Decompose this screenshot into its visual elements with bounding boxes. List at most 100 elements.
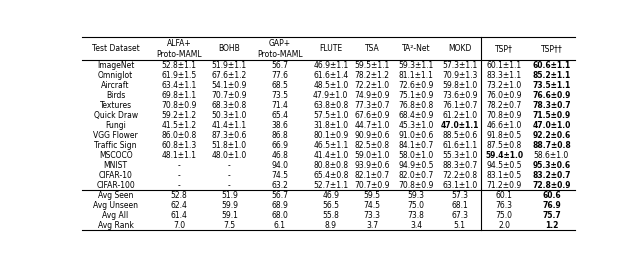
Text: 3.4: 3.4 [410,221,422,230]
Text: 58.6±1.0: 58.6±1.0 [534,151,569,160]
Text: MSCOCO: MSCOCO [99,151,132,160]
Text: Avg Seen: Avg Seen [98,191,133,200]
Text: 3.7: 3.7 [366,221,378,230]
Text: 52.8±1.1: 52.8±1.1 [161,61,196,70]
Text: 83.3±1.1: 83.3±1.1 [486,71,522,80]
Text: 71.2±0.9: 71.2±0.9 [486,181,522,190]
Text: 78.2±1.2: 78.2±1.2 [355,71,390,80]
Text: 63.2: 63.2 [271,181,288,190]
Text: 54.1±0.9: 54.1±0.9 [212,81,247,90]
Text: 75.7: 75.7 [542,211,561,220]
Text: 73.3: 73.3 [364,211,381,220]
Text: 56.7: 56.7 [271,61,288,70]
Text: 41.5±1.2: 41.5±1.2 [161,121,196,130]
Text: GAP+
Proto-MAML: GAP+ Proto-MAML [257,39,303,59]
Text: 62.4: 62.4 [170,201,188,210]
Text: TA²-Net: TA²-Net [402,44,430,54]
Text: Aircraft: Aircraft [101,81,130,90]
Text: 87.3±0.6: 87.3±0.6 [212,131,247,140]
Text: 72.2±0.8: 72.2±0.8 [442,171,477,180]
Text: CIFAR-10: CIFAR-10 [99,171,132,180]
Text: 80.8±0.8: 80.8±0.8 [313,161,348,170]
Text: -: - [228,181,231,190]
Text: 67.6±0.9: 67.6±0.9 [355,111,390,120]
Text: BOHB: BOHB [218,44,240,54]
Text: 86.0±0.8: 86.0±0.8 [161,131,196,140]
Text: 68.0: 68.0 [271,211,288,220]
Text: 59.5: 59.5 [364,191,381,200]
Text: 67.3: 67.3 [451,211,468,220]
Text: 41.4±1.0: 41.4±1.0 [313,151,348,160]
Text: 45.3±1.0: 45.3±1.0 [398,121,434,130]
Text: 74.5: 74.5 [271,171,288,180]
Text: 2.0: 2.0 [498,221,510,230]
Text: 41.4±1.1: 41.4±1.1 [212,121,247,130]
Text: 68.9: 68.9 [271,201,288,210]
Text: 31.8±1.0: 31.8±1.0 [313,121,348,130]
Text: -: - [177,171,180,180]
Text: 75.0: 75.0 [408,201,424,210]
Text: VGG Flower: VGG Flower [93,131,138,140]
Text: 74.5: 74.5 [364,201,381,210]
Text: 60.8±1.3: 60.8±1.3 [161,141,196,150]
Text: 88.3±0.7: 88.3±0.7 [442,161,477,170]
Text: 59.2±1.2: 59.2±1.2 [161,111,196,120]
Text: 68.4±0.9: 68.4±0.9 [398,111,434,120]
Text: 90.9±0.6: 90.9±0.6 [355,131,390,140]
Text: 48.5±1.0: 48.5±1.0 [313,81,348,90]
Text: Test Dataset: Test Dataset [92,44,140,54]
Text: 88.7±0.8: 88.7±0.8 [532,141,571,150]
Text: 88.5±0.6: 88.5±0.6 [442,131,477,140]
Text: 65.4±0.8: 65.4±0.8 [313,171,348,180]
Text: 94.0: 94.0 [271,161,288,170]
Text: 85.2±1.1: 85.2±1.1 [532,71,570,80]
Text: Avg Unseen: Avg Unseen [93,201,138,210]
Text: FLUTE: FLUTE [319,44,342,54]
Text: 59.9: 59.9 [221,201,238,210]
Text: Birds: Birds [106,91,125,100]
Text: 91.0±0.6: 91.0±0.6 [398,131,434,140]
Text: 70.8±0.9: 70.8±0.9 [398,181,434,190]
Text: 47.9±1.0: 47.9±1.0 [313,91,348,100]
Text: Avg All: Avg All [102,211,129,220]
Text: 60.1: 60.1 [496,191,513,200]
Text: 57.3: 57.3 [451,191,468,200]
Text: 81.1±1.1: 81.1±1.1 [399,71,433,80]
Text: 48.1±1.1: 48.1±1.1 [161,151,196,160]
Text: 72.8±0.9: 72.8±0.9 [532,181,571,190]
Text: 70.7±0.9: 70.7±0.9 [212,91,247,100]
Text: Textures: Textures [100,101,132,110]
Text: 44.7±1.0: 44.7±1.0 [355,121,390,130]
Text: 61.6±1.1: 61.6±1.1 [442,141,477,150]
Text: Avg Rank: Avg Rank [98,221,134,230]
Text: 52.7±1.1: 52.7±1.1 [313,181,348,190]
Text: 65.4: 65.4 [271,111,288,120]
Text: 76.8±0.8: 76.8±0.8 [398,101,434,110]
Text: 95.3±0.6: 95.3±0.6 [532,161,570,170]
Text: 55.8: 55.8 [323,211,339,220]
Text: 75.1±0.9: 75.1±0.9 [398,91,434,100]
Text: 76.9: 76.9 [542,201,561,210]
Text: 6.1: 6.1 [274,221,286,230]
Text: 59.4±1.0: 59.4±1.0 [485,151,524,160]
Text: 5.1: 5.1 [454,221,466,230]
Text: TSA: TSA [365,44,380,54]
Text: CIFAR-100: CIFAR-100 [96,181,135,190]
Text: 80.1±0.9: 80.1±0.9 [313,131,348,140]
Text: Traffic Sign: Traffic Sign [94,141,137,150]
Text: 7.5: 7.5 [223,221,236,230]
Text: 78.3±0.7: 78.3±0.7 [532,101,571,110]
Text: 73.8: 73.8 [408,211,424,220]
Text: 60.1±1.1: 60.1±1.1 [486,61,522,70]
Text: 7.0: 7.0 [173,221,185,230]
Text: 94.5±0.5: 94.5±0.5 [486,161,522,170]
Text: 84.1±0.7: 84.1±0.7 [398,141,434,150]
Text: Fungi: Fungi [105,121,126,130]
Text: 83.1±0.5: 83.1±0.5 [486,171,522,180]
Text: 68.1: 68.1 [451,201,468,210]
Text: 87.5±0.8: 87.5±0.8 [486,141,522,150]
Text: -: - [228,171,231,180]
Text: Omniglot: Omniglot [98,71,133,80]
Text: 73.2±1.0: 73.2±1.0 [486,81,522,90]
Text: 76.6±0.9: 76.6±0.9 [532,91,571,100]
